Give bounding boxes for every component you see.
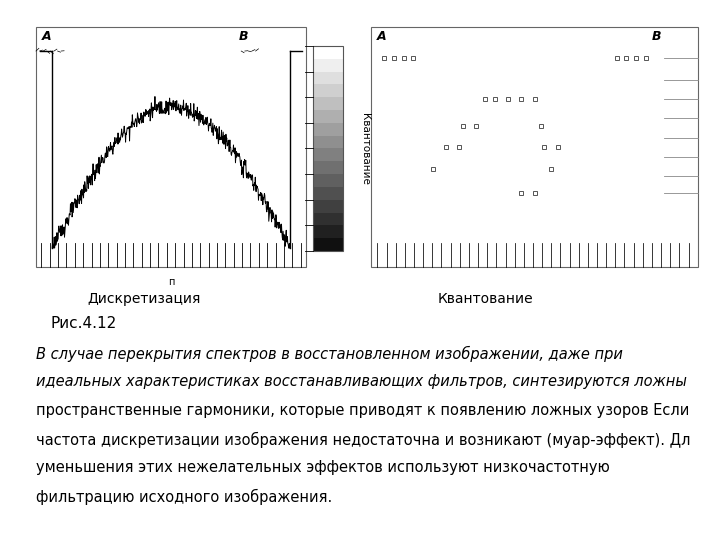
- Text: фильтрацию исходного изображения.: фильтрацию исходного изображения.: [36, 489, 332, 505]
- Text: Квантование: Квантование: [438, 292, 534, 306]
- Bar: [313, 123, 343, 136]
- Text: идеальных характеристиках восстанавливающих фильтров, синтезируются ложны: идеальных характеристиках восстанавливаю…: [36, 374, 687, 389]
- Bar: [313, 84, 343, 97]
- Bar: [313, 71, 343, 84]
- Text: уменьшения этих нежелательных эффектов используют низкочастотную: уменьшения этих нежелательных эффектов и…: [36, 460, 610, 475]
- Bar: [313, 187, 343, 200]
- Text: A: A: [377, 30, 386, 43]
- Text: B: B: [652, 30, 661, 43]
- Bar: [313, 161, 343, 174]
- Bar: [313, 225, 343, 238]
- Bar: [313, 110, 343, 123]
- Bar: [313, 46, 343, 59]
- Bar: [313, 97, 343, 110]
- Text: Дискретизация: Дискретизация: [87, 292, 201, 306]
- Text: A: A: [42, 30, 51, 43]
- Text: частота дискретизации изображения недостаточна и возникают (муар-эффект). Дл: частота дискретизации изображения недост…: [36, 431, 690, 448]
- Bar: [313, 136, 343, 148]
- Text: п: п: [168, 277, 174, 287]
- Bar: [313, 238, 343, 251]
- Bar: [313, 213, 343, 226]
- Bar: [313, 200, 343, 213]
- FancyBboxPatch shape: [371, 27, 698, 267]
- Text: Квантование: Квантование: [360, 112, 370, 185]
- FancyBboxPatch shape: [36, 27, 306, 267]
- Text: пространственные гармоники, которые приводят к появлению ложных узоров Если: пространственные гармоники, которые прив…: [36, 403, 689, 418]
- Bar: [313, 174, 343, 187]
- Bar: [313, 59, 343, 71]
- Text: B: B: [238, 30, 248, 43]
- Bar: [313, 148, 343, 161]
- Text: В случае перекрытия спектров в восстановленном изображении, даже при: В случае перекрытия спектров в восстанов…: [36, 346, 623, 362]
- Text: Рис.4.12: Рис.4.12: [50, 316, 117, 331]
